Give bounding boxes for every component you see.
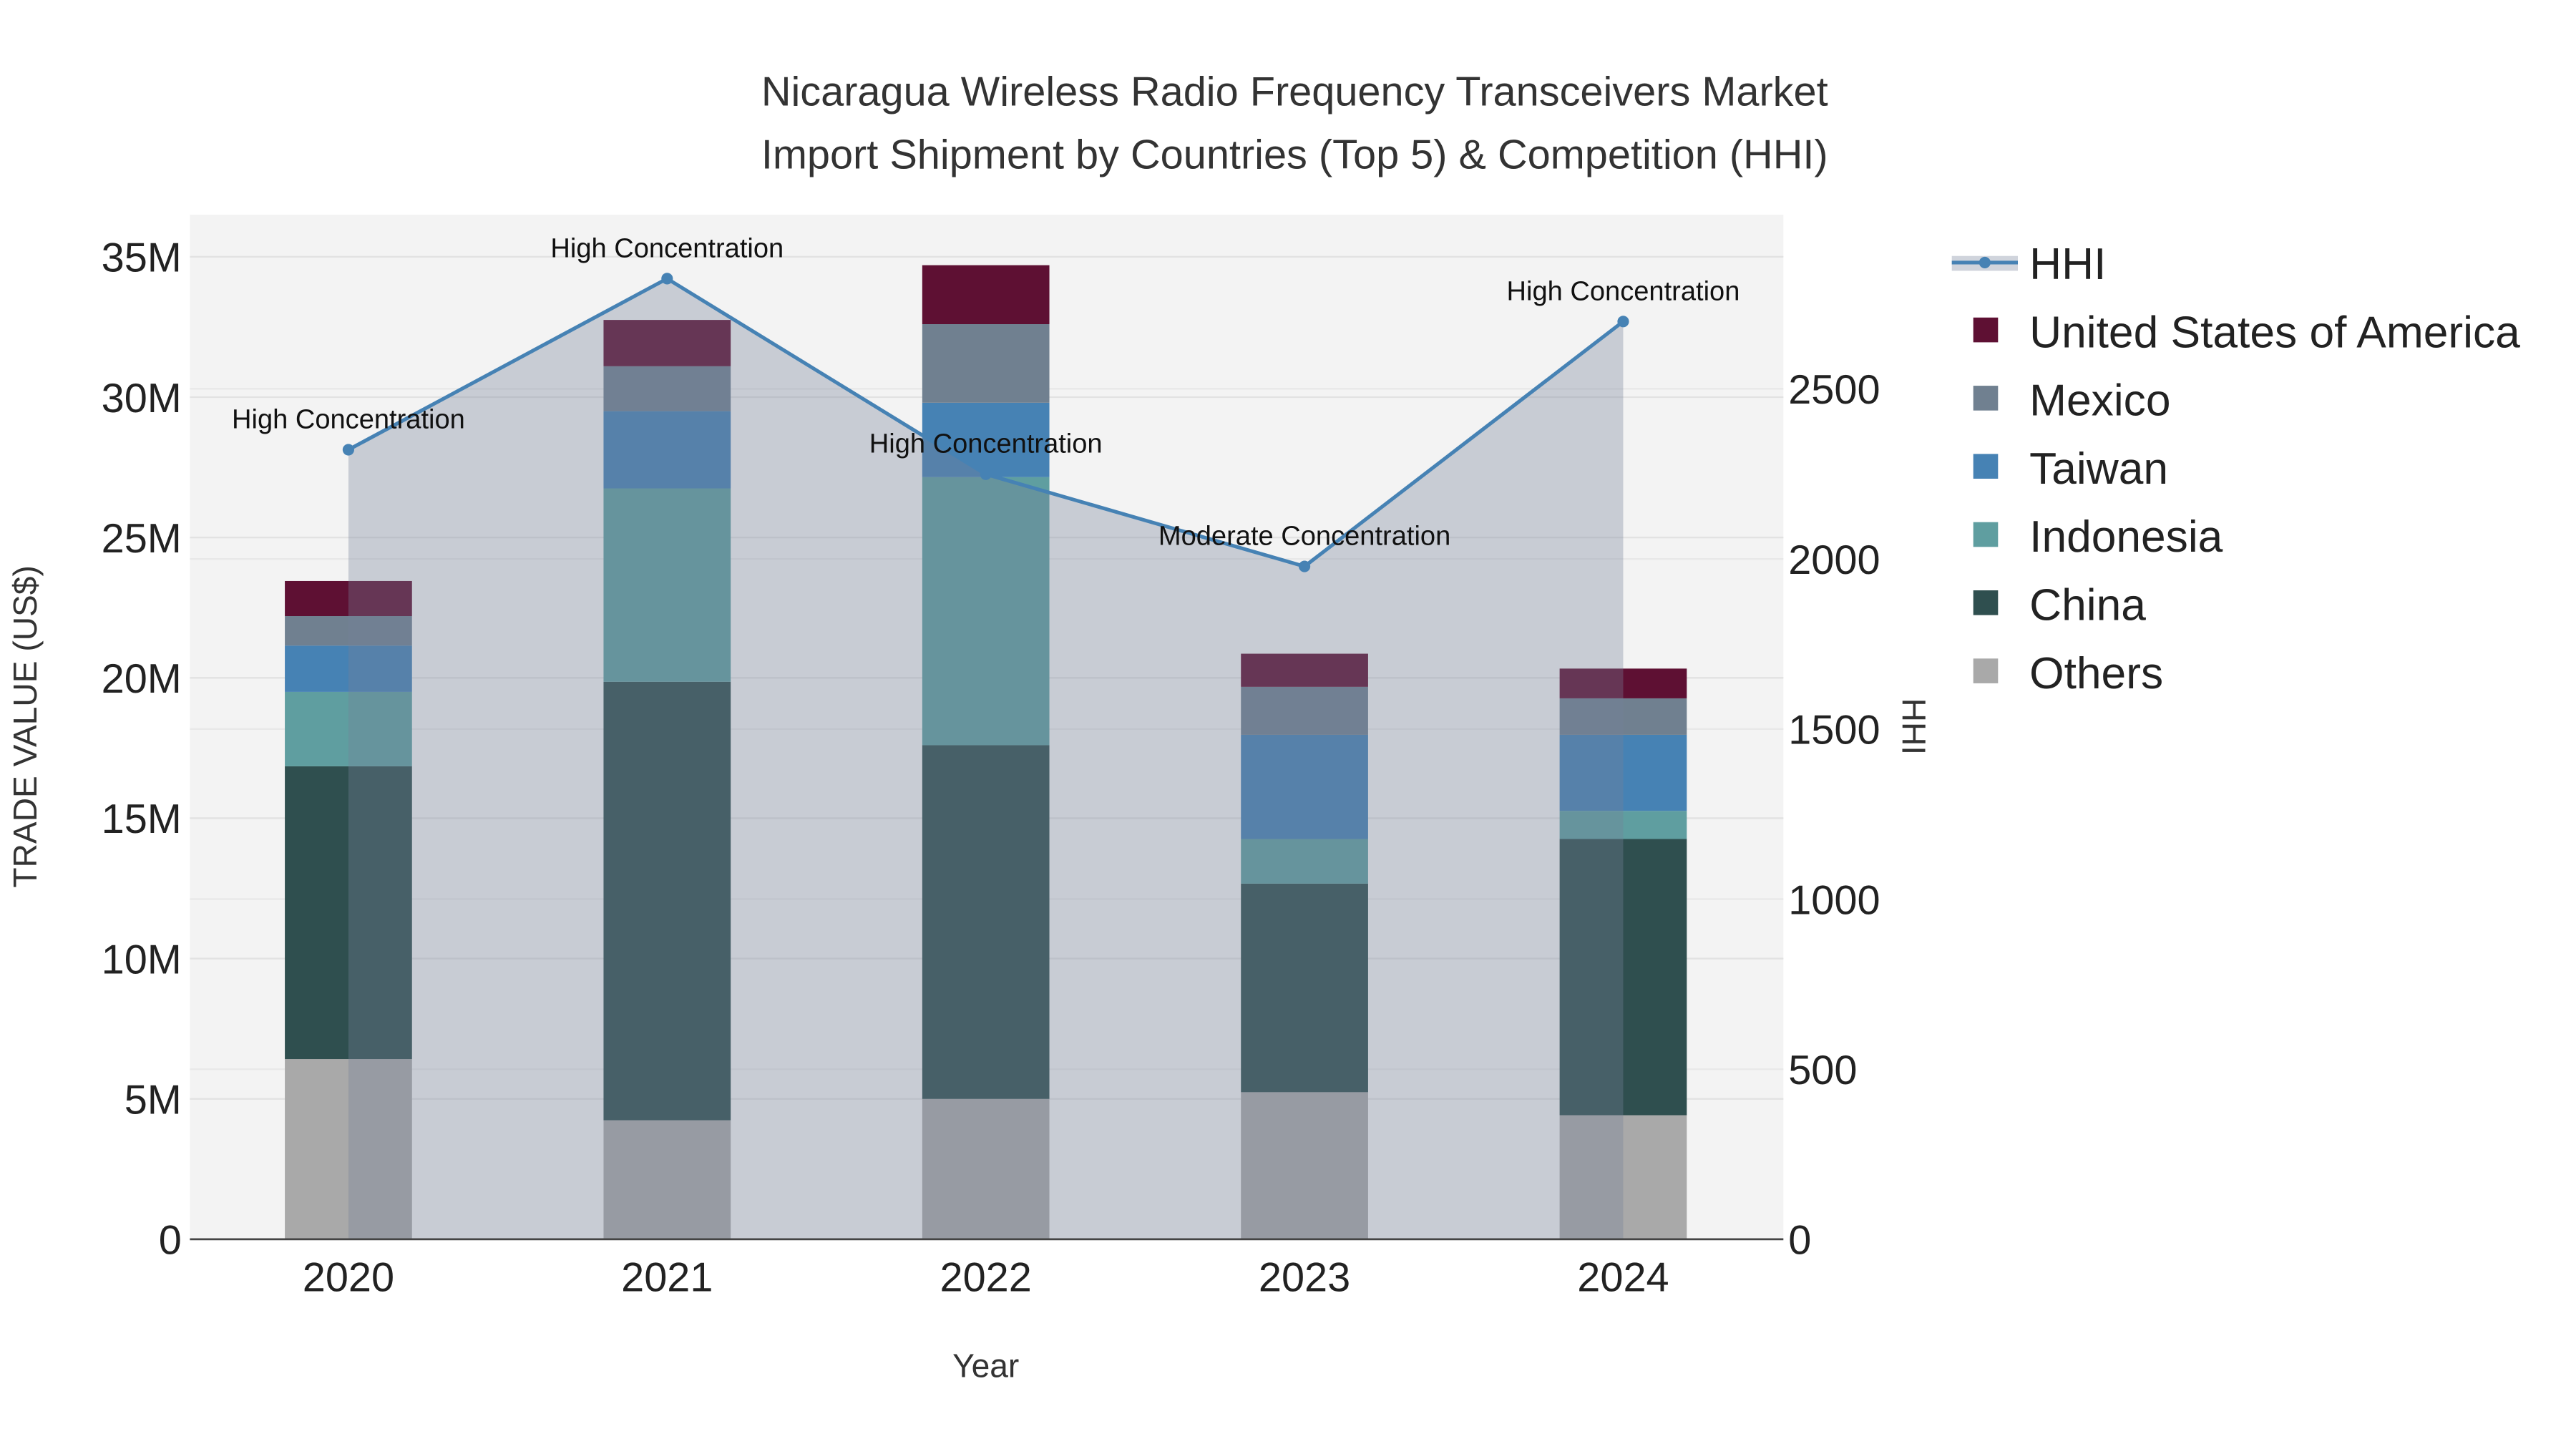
hhi-annotation: High Concentration [1507, 276, 1740, 306]
bar-indonesia-2020[interactable] [285, 691, 412, 766]
bar-indonesia-2021[interactable] [603, 488, 731, 682]
y2-axis-label: HHI [1895, 698, 1932, 755]
bar-indonesia-2024[interactable] [1559, 811, 1687, 839]
x-axis-label: Year [952, 1347, 1019, 1385]
y-axis-label: TRADE VALUE (US$) [6, 565, 44, 887]
y2-tick-label: 0 [1788, 1218, 1811, 1264]
bar-united-states-of-america-2023[interactable] [1241, 653, 1368, 687]
legend-label: Others [2029, 649, 2163, 698]
y-tick-label: 35M [102, 235, 182, 281]
legend-swatch [1973, 590, 1999, 615]
bar-china-2021[interactable] [603, 681, 731, 1121]
x-tick-label: 2020 [303, 1255, 394, 1301]
bar-mexico-2024[interactable] [1559, 698, 1687, 735]
legend-swatch [1973, 658, 1999, 683]
hhi-point-2021[interactable] [661, 273, 673, 285]
y2-tick-label: 2000 [1788, 537, 1880, 583]
hhi-annotation: High Concentration [869, 429, 1103, 459]
legend-swatch [1973, 317, 1999, 343]
y2-tick-label: 500 [1788, 1048, 1857, 1093]
bar-mexico-2021[interactable] [603, 366, 731, 411]
bar-united-states-of-america-2021[interactable] [603, 320, 731, 366]
bar-taiwan-2022[interactable] [922, 402, 1050, 477]
legend-label: Indonesia [2029, 512, 2223, 562]
y2-tick-label: 1000 [1788, 877, 1880, 923]
bar-taiwan-2021[interactable] [603, 411, 731, 489]
legend-label: China [2029, 581, 2146, 630]
bar-mexico-2023[interactable] [1241, 686, 1368, 735]
bar-indonesia-2022[interactable] [922, 477, 1050, 746]
legend-item-indonesia[interactable]: Indonesia [1973, 512, 2223, 562]
legend-item-united-states-of-america[interactable]: United States of America [1973, 308, 2520, 357]
legend-swatch [1973, 454, 1999, 479]
bar-others-2022[interactable] [922, 1098, 1050, 1239]
y-tick-label: 30M [102, 376, 182, 421]
bar-china-2022[interactable] [922, 745, 1050, 1099]
bar-taiwan-2020[interactable] [285, 645, 412, 692]
chart-title-line1: Nicaragua Wireless Radio Frequency Trans… [761, 69, 1828, 115]
bar-united-states-of-america-2022[interactable] [922, 265, 1050, 324]
legend-item-hhi[interactable]: HHI [1951, 240, 2107, 289]
bar-china-2023[interactable] [1241, 883, 1368, 1093]
legend-label: Mexico [2029, 376, 2170, 426]
bar-indonesia-2023[interactable] [1241, 839, 1368, 884]
hhi-annotation: High Concentration [550, 233, 784, 263]
bar-china-2020[interactable] [285, 766, 412, 1060]
x-tick-label: 2022 [940, 1255, 1032, 1301]
y-tick-label: 25M [102, 516, 182, 562]
bar-others-2023[interactable] [1241, 1092, 1368, 1239]
legend-item-china[interactable]: China [1973, 581, 2147, 630]
hhi-annotation: High Concentration [232, 405, 465, 435]
legend-item-mexico[interactable]: Mexico [1973, 376, 2171, 426]
hhi-point-2020[interactable] [342, 444, 354, 456]
legend-swatch-marker [1979, 256, 1991, 268]
bar-others-2024[interactable] [1559, 1115, 1687, 1239]
bar-taiwan-2024[interactable] [1559, 734, 1687, 811]
y-tick-label: 20M [102, 656, 182, 702]
legend-item-taiwan[interactable]: Taiwan [1973, 444, 2168, 494]
hhi-point-2023[interactable] [1299, 560, 1311, 572]
legend-label: United States of America [2029, 308, 2520, 357]
y-tick-label: 10M [102, 937, 182, 982]
legend: HHI United States of America Mexico Taiwan I… [1951, 240, 2520, 698]
bar-others-2021[interactable] [603, 1120, 731, 1239]
hhi-point-2024[interactable] [1617, 316, 1629, 328]
legend-label: HHI [2029, 240, 2106, 289]
bar-united-states-of-america-2020[interactable] [285, 580, 412, 616]
bar-united-states-of-america-2024[interactable] [1559, 668, 1687, 698]
y-tick-label: 15M [102, 796, 182, 842]
legend-swatch [1973, 386, 1999, 411]
legend-item-others[interactable]: Others [1973, 649, 2163, 698]
chart-title-line2: Import Shipment by Countries (Top 5) & C… [761, 132, 1828, 177]
x-tick-label: 2021 [621, 1255, 713, 1301]
legend-label: Taiwan [2029, 444, 2168, 494]
y-tick-label: 5M [125, 1078, 182, 1123]
hhi-annotation: Moderate Concentration [1158, 522, 1450, 552]
x-tick-label: 2024 [1577, 1255, 1669, 1301]
bar-others-2020[interactable] [285, 1059, 412, 1239]
y2-tick-label: 2500 [1788, 367, 1880, 413]
bar-china-2024[interactable] [1559, 839, 1687, 1116]
hhi-area [348, 278, 1624, 1239]
x-tick-label: 2023 [1259, 1255, 1350, 1301]
bar-mexico-2022[interactable] [922, 324, 1050, 403]
legend-swatch [1973, 522, 1999, 547]
hhi-point-2022[interactable] [980, 468, 992, 480]
y2-tick-label: 1500 [1788, 708, 1880, 753]
bar-taiwan-2023[interactable] [1241, 734, 1368, 839]
bar-mexico-2020[interactable] [285, 616, 412, 646]
y-tick-label: 0 [159, 1218, 182, 1264]
